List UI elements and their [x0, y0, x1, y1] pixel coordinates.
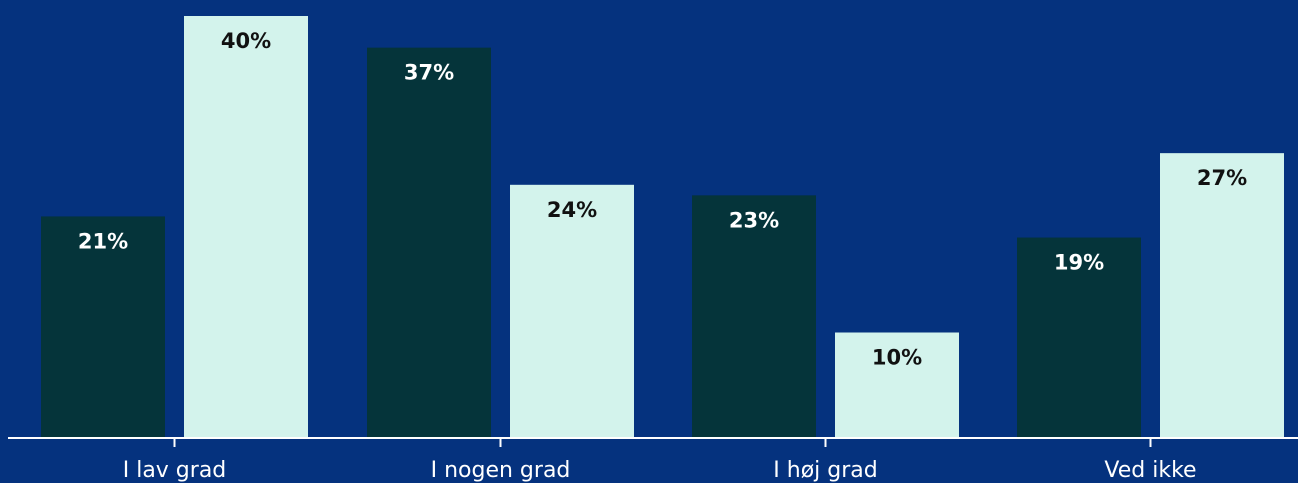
x-tick-labels-group: I lav grad I nogen grad I høj grad Ved ikke	[123, 458, 1197, 483]
bar-0-0	[41, 216, 165, 438]
x-tick-label: I lav grad	[123, 458, 227, 483]
bar-value-label: 24%	[547, 198, 597, 222]
x-tick-label: Ved ikke	[1104, 458, 1196, 483]
bar-3-0	[1017, 237, 1141, 438]
bar-2-1	[835, 332, 959, 438]
bar-value-label: 40%	[221, 29, 271, 53]
bar-value-label: 21%	[78, 229, 128, 253]
bar-value-label: 27%	[1197, 166, 1247, 190]
bar-1-0	[367, 47, 491, 439]
x-ticks-group	[173, 438, 1152, 447]
bars-group	[41, 16, 1284, 439]
bar-0-1	[184, 16, 308, 438]
x-tick-label: I høj grad	[773, 458, 877, 483]
bar-2-0	[692, 195, 816, 438]
bar-value-label: 10%	[872, 346, 922, 370]
x-tick-label: I nogen grad	[431, 458, 571, 483]
bar-value-label: 19%	[1054, 251, 1104, 275]
bar-3-1	[1160, 153, 1284, 438]
bar-labels-group: 21% 40% 37% 24% 23% 10% 19% 27%	[78, 29, 1247, 370]
bar-1-1	[510, 184, 634, 438]
bar-value-label: 37%	[404, 61, 454, 85]
bar-value-label: 23%	[729, 208, 779, 232]
